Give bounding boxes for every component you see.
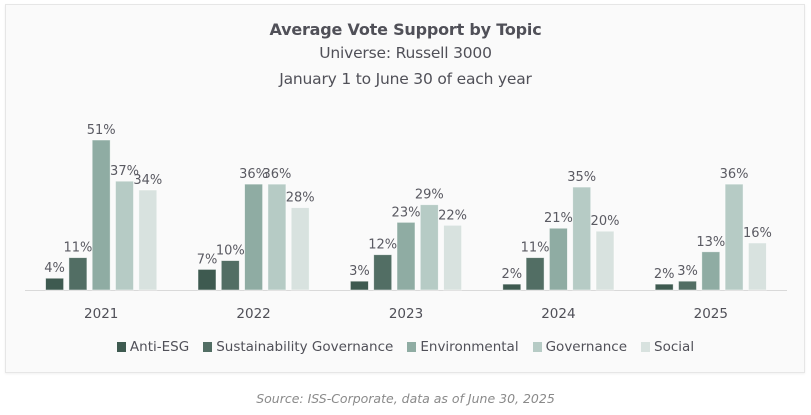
chart-panel	[5, 4, 805, 373]
legend-label: Environmental	[420, 339, 519, 355]
data-label: 51%	[87, 123, 116, 138]
legend-swatch	[116, 342, 126, 352]
legend-label: Social	[654, 339, 695, 355]
bar	[701, 251, 721, 291]
bar	[115, 180, 134, 291]
legend-label: Governance	[545, 339, 628, 355]
data-label: 37%	[110, 164, 139, 179]
source-note: Source: ISS-Corporate, data as of June 3…	[256, 391, 555, 406]
chart-subtitle-universe: Universe: Russell 3000	[319, 44, 492, 62]
data-label: 2%	[654, 267, 675, 282]
legend-swatch	[641, 342, 651, 352]
data-label: 4%	[44, 261, 65, 276]
chart-legend: Anti-ESG Sustainability Governance Environ…	[0, 339, 811, 355]
bar	[443, 224, 463, 291]
bar	[748, 242, 767, 291]
data-label: 22%	[438, 208, 467, 223]
bar	[197, 269, 217, 291]
data-label: 2%	[501, 267, 522, 282]
legend-item: Environmental	[407, 339, 519, 355]
legend-label: Anti-ESG	[129, 339, 190, 355]
data-label: 36%	[239, 167, 268, 182]
x-tick-label: 2022	[236, 306, 270, 322]
data-label: 3%	[349, 264, 370, 279]
data-label: 20%	[591, 214, 620, 229]
chart-subtitle-period: January 1 to June 30 of each year	[279, 70, 532, 88]
chart-title: Average Vote Support by Topic	[269, 20, 542, 39]
data-label: 23%	[392, 205, 421, 220]
bar	[290, 207, 310, 291]
legend-label: Sustainability Governance	[216, 339, 394, 355]
bar	[572, 186, 592, 291]
bar	[373, 254, 393, 291]
data-label: 16%	[743, 226, 772, 241]
legend-swatch	[407, 342, 417, 352]
bar	[419, 204, 439, 291]
legend-swatch	[532, 342, 542, 352]
bar	[267, 183, 287, 291]
data-label: 21%	[544, 211, 573, 226]
bar	[349, 280, 369, 291]
bar	[244, 183, 264, 291]
bar	[549, 227, 568, 291]
bar	[45, 277, 64, 291]
x-tick-label: 2021	[84, 306, 118, 322]
data-label: 34%	[133, 173, 162, 188]
data-label: 36%	[262, 167, 291, 182]
bar	[91, 139, 111, 291]
x-tick-label: 2025	[694, 306, 728, 322]
bar	[595, 230, 615, 291]
data-label: 12%	[368, 238, 397, 253]
data-label: 10%	[216, 244, 245, 259]
data-label: 35%	[567, 170, 596, 185]
legend-swatch	[203, 342, 213, 352]
legend-item: Anti-ESG	[116, 339, 190, 355]
data-label: 11%	[521, 241, 550, 256]
legend-item: Governance	[532, 339, 628, 355]
data-label: 3%	[677, 264, 698, 279]
data-label: 28%	[286, 191, 315, 206]
bar	[68, 257, 88, 291]
data-label: 7%	[197, 252, 218, 267]
bar	[502, 283, 522, 291]
legend-item: Sustainability Governance	[203, 339, 393, 355]
bar	[396, 221, 416, 291]
bar	[220, 260, 240, 291]
x-tick-label: 2024	[541, 306, 575, 322]
data-label: 36%	[720, 167, 749, 182]
legend-item: Social	[641, 339, 694, 355]
bar	[525, 257, 545, 291]
data-label: 11%	[63, 241, 92, 256]
bar	[654, 283, 674, 291]
bar	[724, 183, 744, 291]
data-label: 13%	[696, 235, 725, 250]
bar	[138, 189, 158, 291]
x-tick-label: 2023	[389, 306, 423, 322]
bar	[678, 280, 697, 291]
data-label: 29%	[415, 188, 444, 203]
